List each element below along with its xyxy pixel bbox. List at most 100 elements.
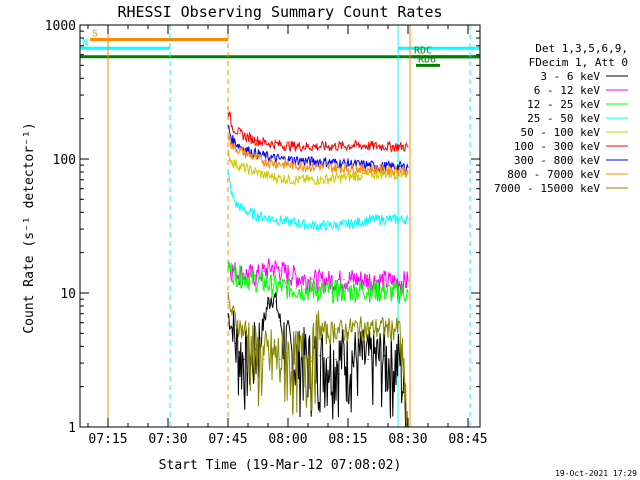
data-point [391, 291, 393, 293]
data-point [291, 355, 293, 357]
data-point [259, 337, 261, 339]
flag-label: RDC [414, 46, 432, 57]
data-point [227, 152, 229, 155]
data-point [239, 274, 241, 276]
data-point [383, 145, 385, 147]
data-point [283, 337, 285, 339]
data-point [343, 330, 345, 332]
data-point [327, 166, 329, 168]
data-point [335, 167, 337, 169]
data-point [351, 167, 353, 170]
x-tick-label: 07:45 [208, 432, 247, 447]
series-line [227, 292, 409, 428]
data-point [375, 356, 377, 359]
data-point [255, 214, 257, 216]
data-point [367, 278, 369, 281]
data-point [335, 224, 337, 226]
data-point [327, 145, 329, 148]
data-point [367, 164, 369, 166]
data-point [255, 171, 257, 173]
data-point [399, 172, 401, 175]
data-point [391, 328, 393, 330]
data-point [375, 327, 377, 329]
data-point [295, 358, 297, 360]
data-point [235, 342, 237, 345]
data-point [335, 177, 337, 179]
data-point [391, 169, 393, 171]
data-point [303, 289, 305, 291]
data-point [231, 311, 233, 313]
footer-date: 19-Oct-2021 17:29 [555, 469, 637, 478]
data-point [227, 107, 229, 109]
data-point [359, 163, 361, 166]
flag-label: S [92, 28, 98, 39]
data-point [367, 174, 369, 176]
data-point [279, 320, 281, 322]
data-point [319, 289, 321, 291]
data-point [343, 353, 345, 355]
data-point [303, 179, 305, 181]
data-point [343, 278, 345, 281]
data-point [319, 160, 321, 162]
data-point [383, 290, 385, 292]
data-point [279, 358, 281, 360]
data-point [231, 160, 233, 162]
data-point [359, 326, 361, 328]
data-point [351, 222, 353, 225]
data-point [375, 168, 377, 170]
data-point [255, 139, 257, 141]
data-point [311, 278, 313, 281]
data-point [359, 175, 361, 177]
data-point [343, 223, 345, 226]
data-point [375, 290, 377, 292]
data-point [231, 138, 233, 141]
data-point [399, 145, 401, 148]
data-point [303, 278, 305, 280]
series-line [227, 171, 409, 231]
data-point [303, 165, 305, 167]
data-point [287, 356, 289, 359]
data-point [383, 169, 385, 171]
data-point [255, 279, 257, 281]
data-point [279, 219, 281, 221]
data-point [311, 165, 313, 168]
data-point [263, 155, 265, 157]
data-point [255, 157, 257, 159]
legend-title: Det 1,3,5,6,9, [535, 42, 628, 55]
data-point [391, 280, 393, 283]
data-point [399, 327, 401, 329]
data-point [407, 169, 409, 172]
data-point [311, 160, 313, 162]
data-point [375, 145, 377, 147]
data-point [319, 355, 321, 357]
series-line [227, 134, 409, 178]
data-point [407, 280, 409, 282]
data-point [351, 327, 353, 329]
data-point [227, 134, 229, 137]
data-point [327, 161, 329, 163]
data-point [231, 144, 233, 147]
data-point [407, 172, 409, 175]
data-point [407, 218, 409, 220]
data-point [391, 165, 393, 168]
data-point [399, 280, 401, 283]
data-point [279, 177, 281, 179]
data-point [227, 125, 229, 128]
chart-title: RHESSI Observing Summary Count Rates [117, 3, 442, 21]
data-point [311, 179, 313, 181]
data-point [247, 168, 249, 170]
data-point [239, 165, 241, 168]
data-point [247, 273, 249, 275]
data-point [327, 332, 329, 334]
data-point [343, 162, 345, 164]
data-point [407, 166, 409, 168]
data-point [267, 302, 269, 304]
data-point [227, 301, 229, 304]
data-point [235, 203, 237, 205]
data-point [247, 336, 249, 338]
data-point [263, 141, 265, 143]
data-point [343, 290, 345, 292]
legend-entry-label: 6 - 12 keV [534, 84, 601, 97]
data-point [319, 165, 321, 168]
